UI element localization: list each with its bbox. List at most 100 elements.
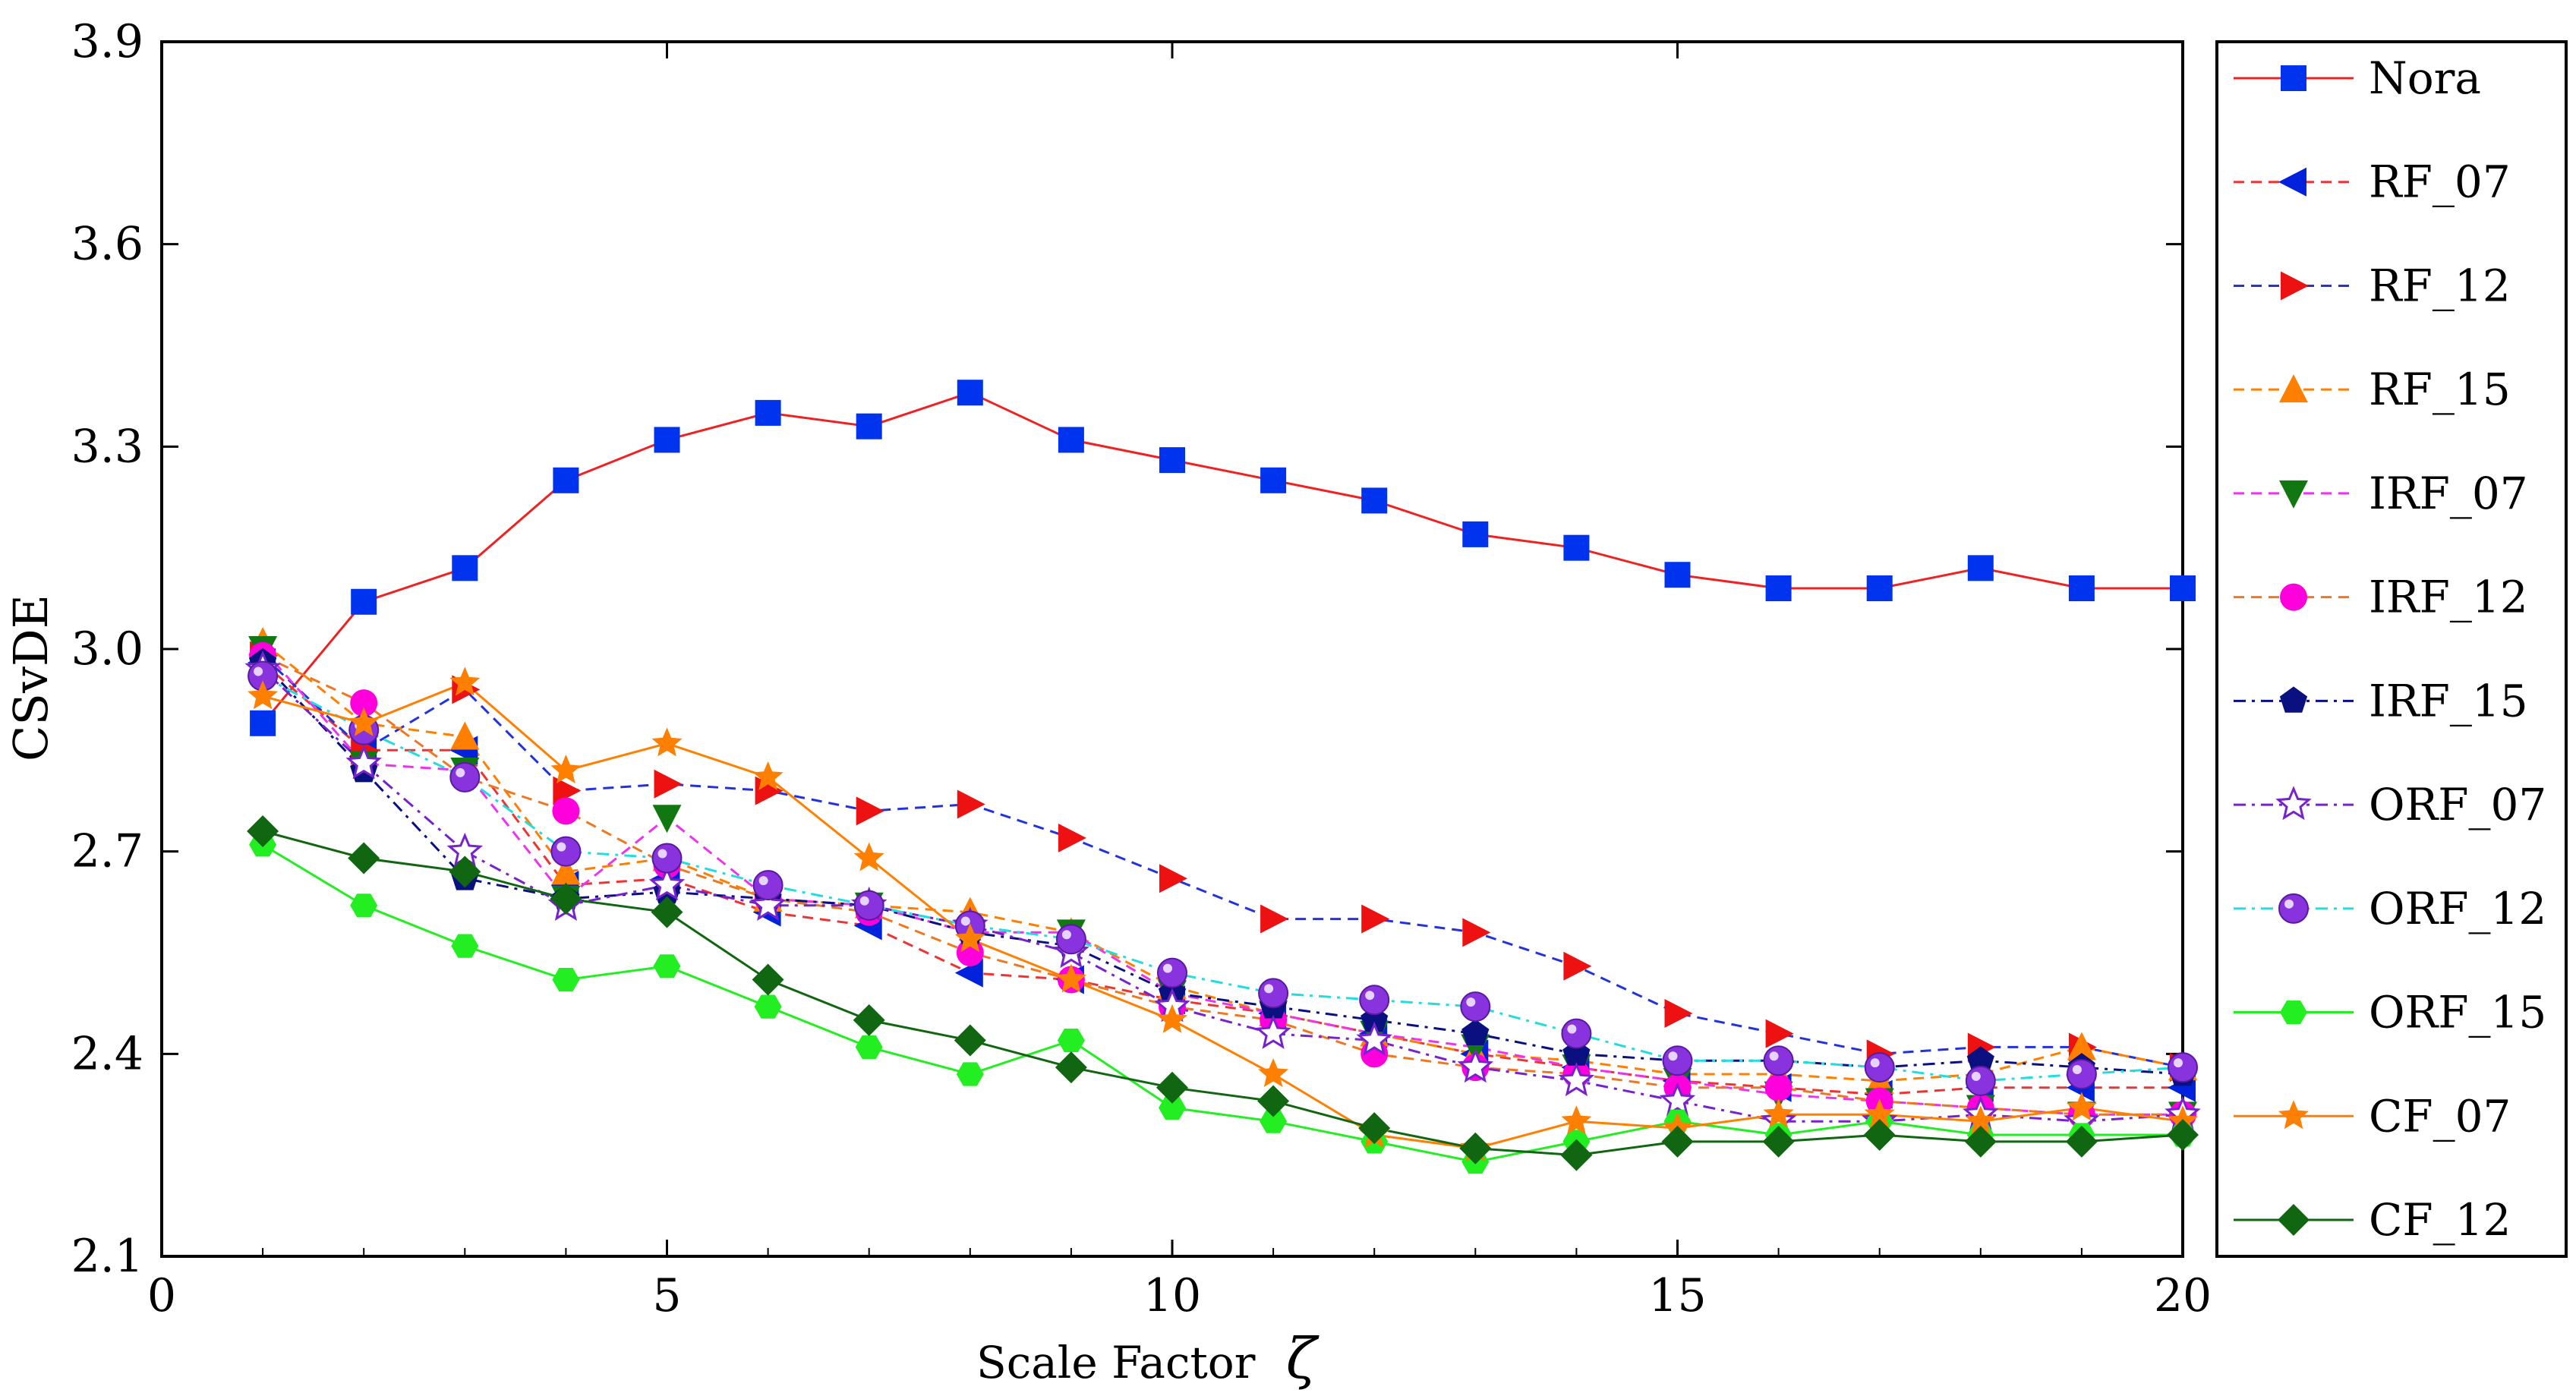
series-line-rf-12 (262, 654, 2183, 1069)
sphere-body (651, 843, 683, 874)
data-point-orf-07 (648, 866, 686, 901)
series-markers-rf-07 (248, 648, 2196, 1109)
data-point-cf-12 (752, 963, 784, 996)
sphere-highlight (2174, 1058, 2183, 1068)
data-point-orf-15 (1159, 1095, 1186, 1120)
legend-label-orf-15: ORF_15 (2369, 987, 2546, 1038)
data-point-orf-12 (1864, 1052, 1895, 1083)
series-line-irf-07 (261, 648, 2183, 1116)
y-tick-label: 2.7 (71, 825, 143, 878)
legend-marker-irf-07 (2279, 480, 2308, 509)
legend-label-orf-07: ORF_07 (2369, 779, 2546, 830)
data-point-irf-15 (1966, 1046, 1994, 1073)
series-markers-rf-15 (248, 627, 2197, 1094)
legend-label-irf-07: IRF_07 (2369, 468, 2528, 519)
y-tick-label: 2.1 (71, 1230, 143, 1283)
data-point-orf-07 (1356, 1021, 1392, 1056)
data-point-orf-12 (449, 761, 481, 793)
data-point-nora (856, 413, 882, 440)
data-point-nora (1563, 534, 1590, 561)
data-point-cf-12 (2167, 1119, 2199, 1151)
data-point-nora (250, 710, 276, 736)
data-point-cf-07 (1965, 1105, 1996, 1135)
legend-marker-nora (2281, 65, 2306, 91)
sphere-highlight (1668, 1051, 1678, 1061)
x-axis-label-text: Scale Factor (976, 1337, 1256, 1388)
data-point-orf-15 (855, 1035, 883, 1059)
legend-label-nora: Nora (2369, 52, 2481, 104)
data-point-cf-12 (1358, 1112, 1391, 1145)
data-point-orf-12 (1662, 1045, 1693, 1076)
data-point-cf-07 (752, 761, 784, 790)
legend-border (2215, 40, 2568, 1258)
data-point-rf-12 (1159, 864, 1187, 893)
data-point-cf-07 (1055, 963, 1086, 993)
data-point-orf-12 (1258, 978, 1289, 1009)
legend-item-irf-07: IRF_07 (2234, 468, 2528, 519)
x-tick-label: 0 (147, 1269, 176, 1322)
data-point-nora (654, 427, 680, 453)
legend-item-orf-07: ORF_07 (2234, 779, 2546, 830)
data-point-nora (553, 467, 579, 493)
sphere-body (449, 761, 481, 793)
legend-item-irf-15: IRF_15 (2234, 675, 2528, 726)
sphere-highlight (456, 767, 465, 777)
sphere-body (1662, 1045, 1693, 1076)
sphere-body (752, 870, 784, 901)
data-point-orf-15 (653, 954, 681, 978)
data-point-irf-15 (1461, 1019, 1490, 1045)
sphere-body (1055, 924, 1086, 955)
data-point-rf-12 (1260, 904, 1289, 934)
sphere-highlight (1870, 1058, 1880, 1068)
series-lines-layer (261, 391, 2183, 1164)
data-point-rf-12 (1058, 823, 1086, 852)
data-point-orf-12 (1359, 985, 1390, 1016)
data-point-orf-07 (1255, 1014, 1291, 1049)
legend-item-rf-07: RF_07 (2234, 156, 2511, 208)
data-point-cf-07 (853, 842, 884, 871)
data-point-cf-07 (1763, 1098, 1794, 1128)
data-point-nora (1967, 555, 1994, 581)
y-tick-label: 3.3 (71, 420, 143, 473)
data-point-cf-12 (1762, 1125, 1795, 1158)
data-point-cf-07 (2066, 1092, 2097, 1121)
y-tick-label: 3.9 (71, 15, 143, 68)
sphere-body (2168, 1052, 2198, 1083)
sphere-highlight (1466, 997, 1476, 1007)
data-point-orf-12 (550, 836, 582, 867)
data-point-cf-12 (1257, 1085, 1290, 1117)
data-point-orf-15 (552, 968, 580, 992)
data-point-cf-12 (853, 1004, 885, 1036)
legend-item-orf-12: ORF_12 (2234, 883, 2546, 934)
legend-marker-cf-07 (2278, 1100, 2309, 1130)
sphere-highlight (1971, 1071, 1981, 1081)
data-point-cf-07 (348, 707, 380, 736)
y-tick-label: 3.0 (71, 622, 143, 676)
sphere-highlight (1264, 984, 1274, 994)
data-point-orf-15 (956, 1062, 984, 1086)
sphere-body (1460, 991, 1491, 1023)
legend-item-rf-12: RF_12 (2234, 260, 2511, 311)
data-point-nora (1866, 575, 1893, 601)
y-tick-label: 2.4 (71, 1027, 143, 1080)
legend-item-cf-07: CF_07 (2234, 1090, 2511, 1142)
data-point-irf-12 (552, 797, 580, 825)
legend-marker-orf-12 (2278, 893, 2309, 924)
data-point-irf-07 (652, 805, 682, 834)
sphere-body (2278, 893, 2309, 924)
data-point-nora (452, 555, 478, 581)
data-point-cf-12 (550, 882, 582, 915)
sphere-highlight (1567, 1024, 1577, 1034)
x-axis-label: Scale Factor ζ (976, 1326, 1320, 1391)
series-markers-layer (244, 380, 2201, 1174)
data-point-cf-07 (1157, 1004, 1187, 1033)
legend-item-irf-12: IRF_12 (2234, 572, 2528, 623)
data-point-rf-12 (957, 789, 985, 819)
series-line-cf-12 (262, 830, 2183, 1157)
data-point-cf-12 (1964, 1125, 1997, 1158)
data-point-cf-12 (449, 856, 481, 888)
data-point-orf-12 (853, 890, 884, 921)
x-axis-label-symbol: ζ (1286, 1326, 1320, 1391)
sphere-body (550, 836, 582, 867)
legend-marker-rf-15 (2279, 374, 2308, 403)
